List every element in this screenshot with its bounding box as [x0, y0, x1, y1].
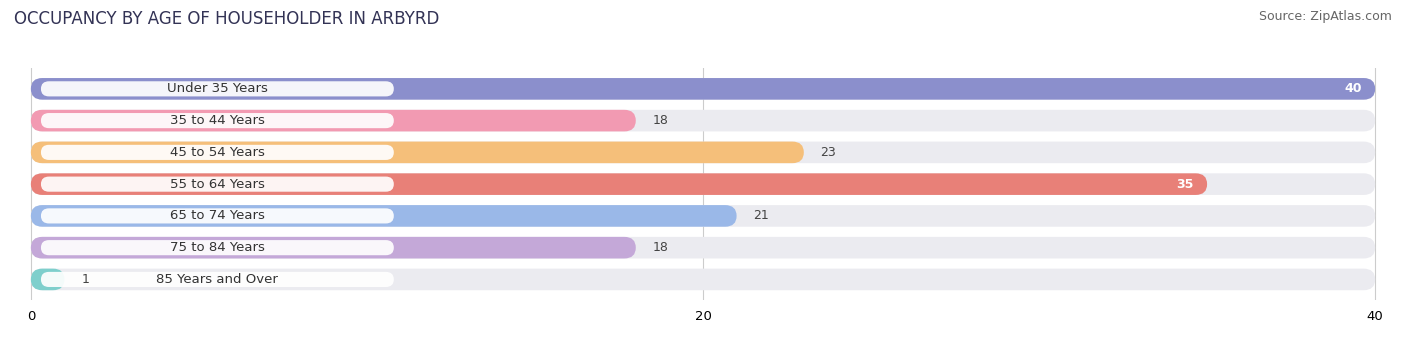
- FancyBboxPatch shape: [31, 205, 1375, 227]
- FancyBboxPatch shape: [31, 142, 804, 163]
- Text: 21: 21: [754, 209, 769, 222]
- FancyBboxPatch shape: [31, 78, 1375, 100]
- Text: 1: 1: [82, 273, 89, 286]
- FancyBboxPatch shape: [31, 269, 1375, 290]
- Text: 23: 23: [821, 146, 837, 159]
- FancyBboxPatch shape: [41, 208, 394, 223]
- FancyBboxPatch shape: [41, 177, 394, 192]
- Text: 45 to 54 Years: 45 to 54 Years: [170, 146, 264, 159]
- FancyBboxPatch shape: [31, 142, 1375, 163]
- FancyBboxPatch shape: [31, 173, 1375, 195]
- Text: 55 to 64 Years: 55 to 64 Years: [170, 178, 264, 191]
- FancyBboxPatch shape: [31, 173, 1208, 195]
- Text: Under 35 Years: Under 35 Years: [167, 82, 267, 95]
- Text: 40: 40: [1344, 82, 1361, 95]
- FancyBboxPatch shape: [41, 272, 394, 287]
- FancyBboxPatch shape: [31, 237, 636, 258]
- FancyBboxPatch shape: [31, 205, 737, 227]
- Text: 65 to 74 Years: 65 to 74 Years: [170, 209, 264, 222]
- FancyBboxPatch shape: [41, 81, 394, 97]
- FancyBboxPatch shape: [31, 110, 636, 131]
- Text: 18: 18: [652, 241, 668, 254]
- FancyBboxPatch shape: [31, 110, 1375, 131]
- FancyBboxPatch shape: [41, 145, 394, 160]
- FancyBboxPatch shape: [31, 237, 1375, 258]
- Text: 35: 35: [1177, 178, 1194, 191]
- FancyBboxPatch shape: [31, 269, 65, 290]
- Text: 75 to 84 Years: 75 to 84 Years: [170, 241, 264, 254]
- Text: OCCUPANCY BY AGE OF HOUSEHOLDER IN ARBYRD: OCCUPANCY BY AGE OF HOUSEHOLDER IN ARBYR…: [14, 10, 440, 28]
- Text: Source: ZipAtlas.com: Source: ZipAtlas.com: [1258, 10, 1392, 23]
- FancyBboxPatch shape: [41, 240, 394, 255]
- FancyBboxPatch shape: [41, 113, 394, 128]
- FancyBboxPatch shape: [31, 78, 1375, 100]
- Text: 35 to 44 Years: 35 to 44 Years: [170, 114, 264, 127]
- Text: 85 Years and Over: 85 Years and Over: [156, 273, 278, 286]
- Text: 18: 18: [652, 114, 668, 127]
